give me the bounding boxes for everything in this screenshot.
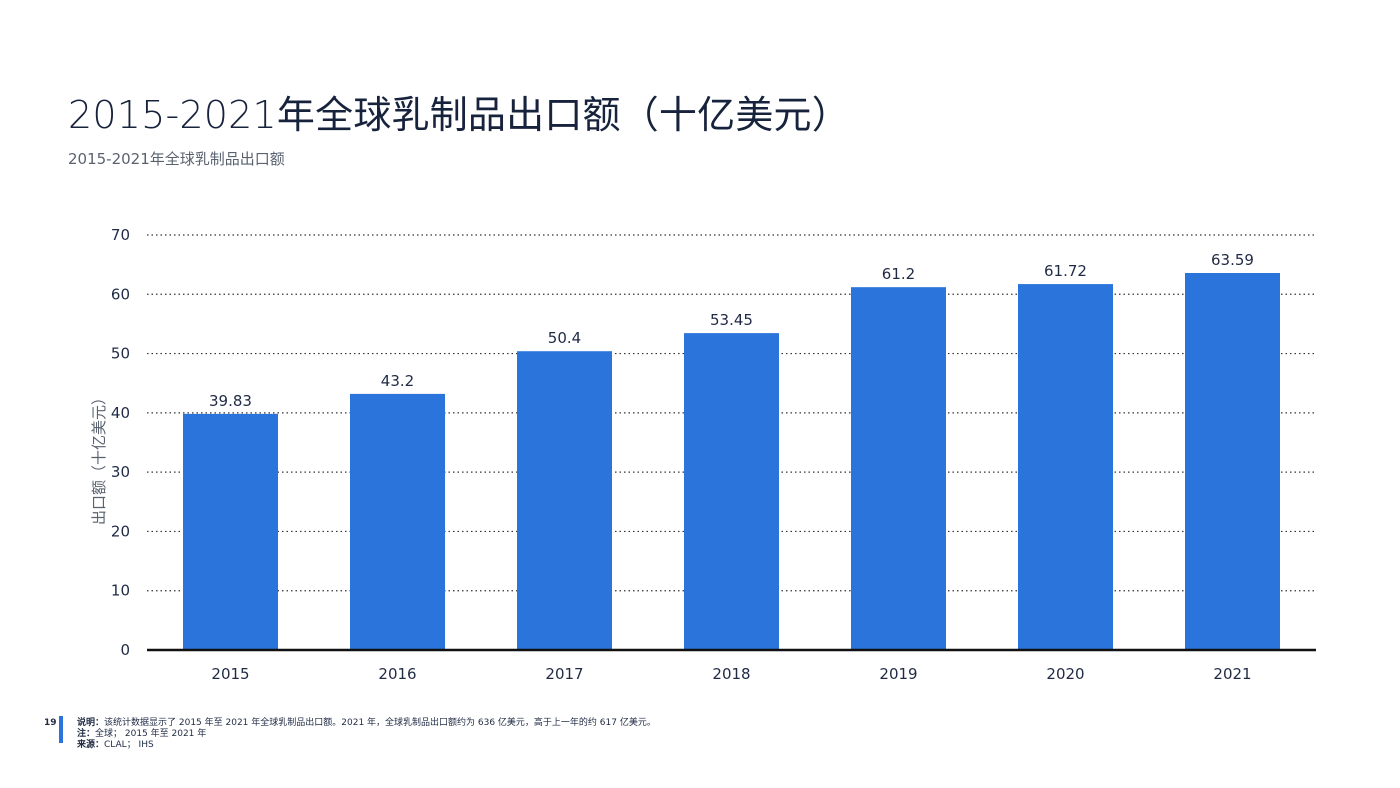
data-label: 53.45 [710, 311, 753, 329]
footer-source: 来源：CLAL； IHS [77, 740, 656, 751]
footer-remark-text: 全球； 2015 年至 2021 年 [95, 729, 207, 739]
footer-text: 说明：该统计数据显示了 2015 年至 2021 年全球乳制品出口额。2021 … [77, 718, 656, 751]
page-number: 19 [44, 718, 57, 728]
x-tick-label: 2017 [545, 665, 583, 683]
footer-note: 说明：该统计数据显示了 2015 年至 2021 年全球乳制品出口额。2021 … [77, 718, 656, 729]
grid-lines [147, 234, 1316, 592]
bars [183, 273, 1280, 650]
x-tick-label: 2015 [211, 665, 249, 683]
y-tick-label: 60 [111, 285, 130, 303]
data-label: 39.83 [209, 392, 252, 410]
y-tick-label: 70 [111, 226, 130, 244]
footer-remark-label: 注： [77, 729, 96, 739]
footer-source-text: CLAL； IHS [104, 740, 154, 750]
y-tick-label: 40 [111, 404, 130, 422]
footer-note-text: 该统计数据显示了 2015 年至 2021 年全球乳制品出口额。2021 年，全… [104, 718, 656, 728]
page-title: 2015-2021年全球乳制品出口额（十亿美元） [68, 93, 850, 137]
y-tick-label: 50 [111, 345, 130, 363]
x-tick-label: 2018 [712, 665, 750, 683]
footer-note-label: 说明： [77, 718, 105, 728]
chart-subtitle: 2015-2021年全球乳制品出口额 [68, 150, 285, 168]
footer-remark: 注：全球； 2015 年至 2021 年 [77, 729, 656, 740]
bar [1185, 273, 1280, 650]
y-axis-label: 出口额（十亿美元） [90, 390, 108, 525]
data-label: 61.2 [882, 265, 915, 283]
data-label: 50.4 [548, 329, 581, 347]
y-tick-label: 30 [111, 463, 130, 481]
bar [517, 351, 612, 650]
bar [1018, 284, 1113, 650]
y-tick-label: 10 [111, 582, 130, 600]
y-tick-label: 0 [120, 641, 130, 659]
x-axis-ticks: 2015 2016 2017 2018 2019 2020 2021 [211, 665, 1251, 683]
footer-accent-bar [59, 716, 63, 743]
data-labels: 39.83 43.2 50.4 53.45 61.2 61.72 63.59 [209, 251, 1254, 410]
data-label: 43.2 [381, 372, 414, 390]
footer-source-label: 来源： [77, 740, 105, 750]
bar [350, 393, 445, 650]
x-tick-label: 2016 [378, 665, 416, 683]
x-tick-label: 2019 [879, 665, 917, 683]
bar [183, 413, 278, 650]
bar [684, 333, 779, 650]
y-axis-ticks: 0 10 20 30 40 50 60 70 [111, 226, 130, 659]
y-tick-label: 20 [111, 522, 130, 540]
data-label: 61.72 [1044, 262, 1087, 280]
x-tick-label: 2020 [1046, 665, 1084, 683]
data-label: 63.59 [1211, 251, 1254, 269]
x-tick-label: 2021 [1213, 665, 1251, 683]
bar [851, 287, 946, 650]
